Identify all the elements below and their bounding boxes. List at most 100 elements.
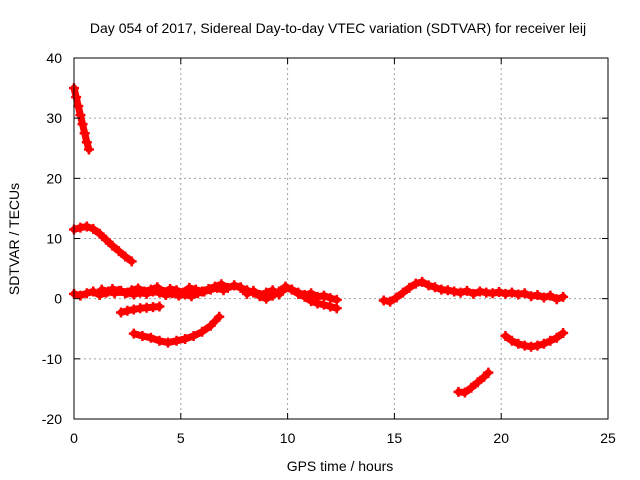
y-tick-label: -20: [42, 411, 62, 427]
data-point: [137, 330, 148, 341]
x-tick-label: 15: [387, 430, 403, 446]
data-point: [242, 285, 253, 296]
data-point: [254, 291, 265, 302]
data-point: [154, 287, 165, 298]
data-point: [331, 303, 342, 314]
data-point: [115, 285, 126, 296]
data-point: [532, 290, 543, 301]
grid: [74, 58, 608, 419]
data-point: [180, 333, 191, 344]
data-point: [145, 332, 156, 343]
data-point: [205, 284, 216, 295]
series-arc-5: [229, 280, 342, 314]
data-point: [77, 119, 88, 130]
data-point: [299, 291, 310, 302]
data-point: [545, 290, 556, 301]
data-point: [154, 301, 165, 312]
data-point: [500, 330, 511, 341]
data-point: [186, 291, 197, 302]
chart-title: Day 054 of 2017, Sidereal Day-to-day VTE…: [90, 20, 586, 36]
data-point: [184, 282, 195, 293]
data-point: [318, 299, 329, 310]
data-point: [483, 367, 494, 378]
x-axis-label: GPS time / hours: [287, 458, 394, 474]
series-arc-1: [69, 83, 94, 155]
x-tick-label: 0: [70, 430, 78, 446]
series-arc-9: [453, 367, 494, 398]
data-point: [154, 335, 165, 346]
data-point: [109, 288, 120, 299]
data-point: [472, 377, 483, 388]
series-arc-6: [115, 301, 165, 318]
data-point: [212, 282, 223, 293]
data-point: [73, 101, 84, 112]
series-arc-10: [500, 327, 569, 352]
data-point: [325, 293, 336, 304]
data-point: [385, 296, 396, 307]
data-points: [69, 83, 569, 398]
y-tick-label: -10: [42, 351, 62, 367]
data-point: [167, 288, 178, 299]
data-point: [397, 287, 408, 298]
data-point: [410, 278, 421, 289]
data-point: [558, 291, 569, 302]
data-point: [83, 144, 94, 155]
y-tick-label: 40: [46, 50, 62, 66]
data-point: [261, 293, 272, 304]
data-point: [551, 294, 562, 305]
data-point: [286, 284, 297, 295]
x-tick-label: 5: [177, 430, 185, 446]
data-point: [267, 290, 278, 301]
data-point: [180, 289, 191, 300]
data-point: [162, 337, 173, 348]
data-point: [506, 287, 517, 298]
y-tick-label: 30: [46, 110, 62, 126]
data-point: [459, 387, 470, 398]
data-point: [205, 320, 216, 331]
data-point: [318, 290, 329, 301]
y-tick-label: 20: [46, 170, 62, 186]
data-point: [81, 137, 92, 148]
data-point: [558, 327, 569, 338]
data-point: [391, 292, 402, 303]
data-point: [293, 288, 304, 299]
data-point: [248, 287, 259, 298]
data-point: [88, 286, 99, 297]
data-point: [532, 340, 543, 351]
data-point: [128, 328, 139, 339]
data-point: [71, 92, 82, 103]
data-point: [75, 110, 86, 121]
x-tick-label: 20: [493, 430, 509, 446]
data-point: [75, 290, 86, 301]
data-point: [429, 282, 440, 293]
data-point: [417, 276, 428, 287]
data-point: [128, 289, 139, 300]
data-point: [513, 338, 524, 349]
data-point: [113, 246, 124, 257]
data-point: [141, 288, 152, 299]
axis-ticks: 0 5 10 15 20 25 -20 -10 0 10 20 30 40: [42, 50, 616, 446]
data-point: [538, 292, 549, 303]
x-tick-label: 10: [280, 430, 296, 446]
data-point: [81, 288, 92, 299]
data-point: [506, 335, 517, 346]
data-point: [218, 285, 229, 296]
data-point: [551, 332, 562, 343]
series-arc-8: [378, 276, 569, 307]
data-point: [423, 280, 434, 291]
data-point: [466, 382, 477, 393]
series-arc-7: [128, 311, 225, 348]
data-point: [331, 294, 342, 305]
data-point: [235, 282, 246, 293]
data-point: [199, 286, 210, 297]
data-point: [79, 128, 90, 139]
data-point: [96, 284, 107, 295]
data-point: [122, 287, 133, 298]
data-point: [171, 335, 182, 346]
data-point: [192, 288, 203, 299]
data-point: [120, 251, 131, 262]
data-point: [214, 311, 225, 322]
data-point: [280, 281, 291, 292]
